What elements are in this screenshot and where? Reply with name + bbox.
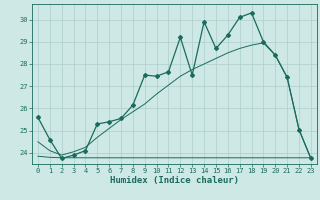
X-axis label: Humidex (Indice chaleur): Humidex (Indice chaleur) bbox=[110, 176, 239, 185]
